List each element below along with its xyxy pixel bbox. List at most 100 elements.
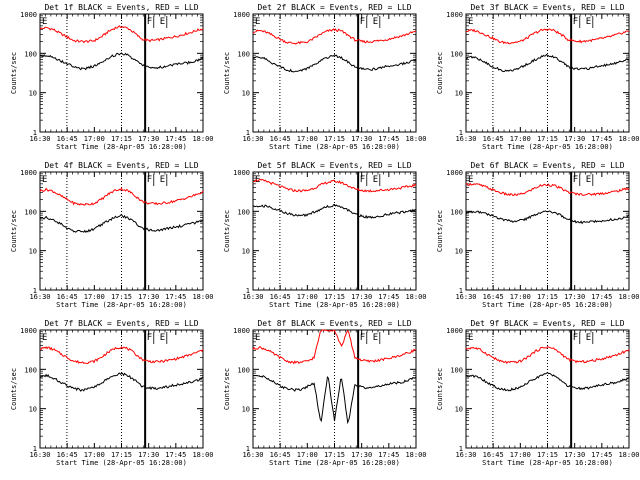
- y-tick-label: 1000: [20, 11, 37, 19]
- marker-label-left: E: [255, 333, 260, 343]
- x-tick-label: 18:00: [192, 135, 213, 143]
- y-tick-label: 1000: [20, 327, 37, 335]
- x-tick-label: 17:45: [165, 135, 186, 143]
- events-series-line: [39, 52, 204, 71]
- events-series-line: [465, 53, 630, 73]
- x-tick-label: 17:45: [378, 451, 399, 459]
- y-tick-label: 1000: [233, 169, 250, 177]
- marker-label-left: E: [42, 175, 47, 185]
- x-tick-label: 17:15: [324, 451, 345, 459]
- x-tick-label: 17:45: [591, 293, 612, 301]
- x-axis-label: Start Time (28-Apr-05 16:28:00): [482, 143, 613, 151]
- x-tick-label: 16:30: [242, 135, 263, 143]
- y-tick-label: 1000: [20, 169, 37, 177]
- x-tick-label: 17:15: [537, 135, 558, 143]
- x-axis-label: Start Time (28-Apr-05 16:28:00): [482, 301, 613, 309]
- x-tick-label: 16:30: [29, 293, 50, 301]
- marker-label: F: [360, 17, 365, 27]
- y-tick-label: 100: [450, 50, 463, 58]
- marker-label: E: [160, 333, 165, 343]
- detector-panel: Det 5f BLACK = Events, RED = LLD 1 10 100 10…: [223, 161, 427, 309]
- panel-title: Det 6f BLACK = Events, RED = LLD: [470, 161, 624, 170]
- marker-label: E: [373, 17, 378, 27]
- marker-label: F: [573, 175, 578, 185]
- marker-label: F: [573, 17, 578, 27]
- x-tick-label: 17:15: [111, 135, 132, 143]
- x-tick-label: 17:00: [510, 293, 531, 301]
- y-tick-label: 1000: [446, 11, 463, 19]
- x-tick-label: 17:30: [564, 135, 585, 143]
- panel-title: Det 1f BLACK = Events, RED = LLD: [44, 3, 198, 12]
- x-tick-label: 17:00: [84, 451, 105, 459]
- x-tick-label: 17:30: [351, 135, 372, 143]
- y-tick-label: 100: [237, 50, 250, 58]
- x-tick-label: 18:00: [192, 293, 213, 301]
- x-axis-label: Start Time (28-Apr-05 16:28:00): [56, 459, 187, 467]
- marker-label-left: E: [42, 17, 47, 27]
- y-tick-label: 1000: [233, 327, 250, 335]
- y-tick-label: 10: [455, 406, 463, 414]
- y-tick-label: 1: [246, 445, 250, 453]
- y-tick-label: 1: [33, 287, 37, 295]
- y-tick-label: 100: [24, 208, 37, 216]
- panel-title: Det 3f BLACK = Events, RED = LLD: [470, 3, 624, 12]
- events-series-line: [39, 372, 204, 392]
- plot-frame: [465, 329, 630, 449]
- x-tick-label: 16:45: [483, 451, 504, 459]
- x-tick-label: 17:30: [138, 451, 159, 459]
- x-axis-label: Start Time (28-Apr-05 16:28:00): [269, 143, 400, 151]
- marker-label: E: [373, 333, 378, 343]
- plot-frame: [252, 329, 417, 449]
- y-tick-label: 10: [455, 90, 463, 98]
- x-tick-label: 17:45: [591, 451, 612, 459]
- y-tick-label: 1: [459, 129, 463, 137]
- x-tick-label: 17:15: [111, 293, 132, 301]
- x-tick-label: 17:45: [591, 135, 612, 143]
- x-tick-label: 17:00: [297, 451, 318, 459]
- events-series-line: [252, 374, 417, 425]
- panel-title: Det 5f BLACK = Events, RED = LLD: [257, 161, 411, 170]
- x-tick-label: 17:00: [297, 135, 318, 143]
- x-tick-label: 17:15: [324, 135, 345, 143]
- y-axis-label: Counts/sec: [436, 210, 444, 252]
- x-tick-label: 16:30: [242, 293, 263, 301]
- lld-series-line: [39, 25, 204, 44]
- lld-series-line: [465, 28, 630, 45]
- y-tick-label: 10: [242, 248, 250, 256]
- marker-label: E: [586, 175, 591, 185]
- y-tick-label: 1: [246, 287, 250, 295]
- marker-label: F: [147, 17, 152, 27]
- events-series-line: [465, 371, 630, 392]
- y-axis-label: Counts/sec: [10, 368, 18, 410]
- marker-label-left: E: [468, 17, 473, 27]
- x-tick-label: 17:45: [165, 293, 186, 301]
- x-tick-label: 16:45: [270, 293, 291, 301]
- x-tick-label: 16:45: [483, 293, 504, 301]
- y-tick-label: 10: [29, 406, 37, 414]
- x-tick-label: 17:15: [537, 451, 558, 459]
- y-tick-label: 10: [29, 248, 37, 256]
- plot-frame: [252, 171, 417, 291]
- lld-series-line: [465, 182, 630, 197]
- marker-label-left: E: [255, 17, 260, 27]
- y-axis-label: Counts/sec: [10, 52, 18, 94]
- marker-label: E: [160, 17, 165, 27]
- x-axis-label: Start Time (28-Apr-05 16:28:00): [482, 459, 613, 467]
- x-tick-label: 18:00: [618, 135, 639, 143]
- x-axis-label: Start Time (28-Apr-05 16:28:00): [56, 301, 187, 309]
- x-tick-label: 16:45: [57, 293, 78, 301]
- detector-panel: Det 9f BLACK = Events, RED = LLD 1 10 100 10…: [436, 319, 640, 467]
- x-tick-label: 17:00: [297, 293, 318, 301]
- y-tick-label: 1000: [446, 327, 463, 335]
- x-tick-label: 16:45: [483, 135, 504, 143]
- marker-label-left: E: [468, 175, 473, 185]
- detector-panel: Det 7f BLACK = Events, RED = LLD 1 10 100 10…: [10, 319, 214, 467]
- detector-panel: Det 2f BLACK = Events, RED = LLD 1 10 100 10…: [223, 3, 427, 151]
- plot-frame: [465, 171, 630, 291]
- plot-frame: [39, 171, 204, 291]
- y-tick-label: 100: [24, 50, 37, 58]
- x-tick-label: 16:45: [270, 135, 291, 143]
- x-tick-label: 17:00: [84, 135, 105, 143]
- plot-frame: [39, 13, 204, 133]
- detector-panel: Det 6f BLACK = Events, RED = LLD 1 10 100 10…: [436, 161, 640, 309]
